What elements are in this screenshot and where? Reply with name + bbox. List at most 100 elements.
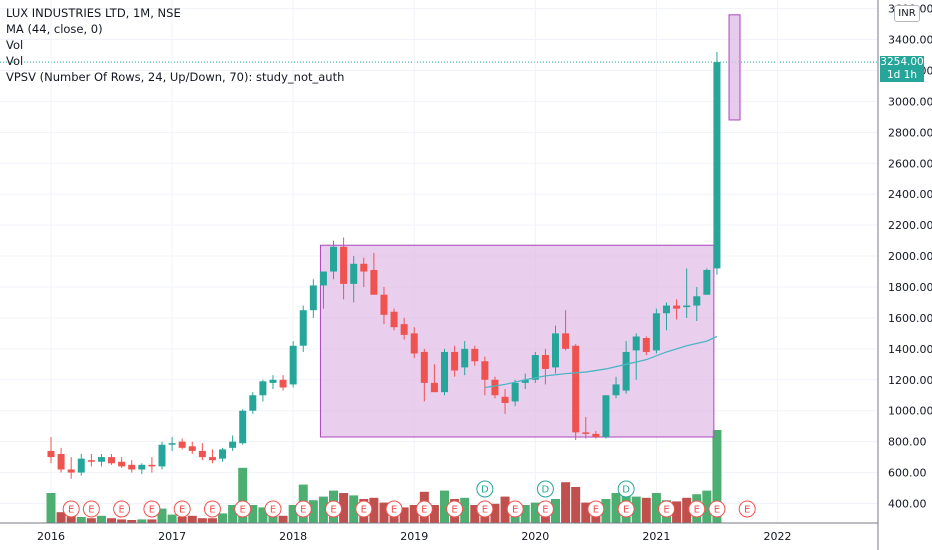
earnings-icon	[143, 500, 161, 518]
candle-body	[309, 285, 317, 311]
earnings-icon	[536, 500, 554, 518]
candle-body	[67, 469, 75, 473]
ma-polyline	[484, 335, 718, 389]
candle-body	[531, 355, 539, 380]
candle-body	[47, 450, 55, 458]
earnings-icon	[688, 500, 706, 518]
y-tick-label: 1600.00	[888, 312, 932, 325]
earnings-icon	[476, 500, 494, 518]
volume-bar	[460, 497, 470, 523]
volume-indicator-label[interactable]: Vol	[6, 38, 24, 52]
volume-bar	[429, 505, 439, 523]
y-tick-label: 3400.00	[888, 34, 932, 47]
dividend-icon	[536, 480, 554, 498]
vpsv-indicator-label[interactable]: VPSV (Number Of Rows, 24, Up/Down, 70): …	[6, 70, 345, 84]
event-label: E	[694, 505, 700, 516]
volume-bar	[228, 505, 238, 523]
volume-bar	[76, 517, 86, 523]
volume-bar	[96, 515, 106, 523]
candle-body	[259, 381, 267, 396]
candle-body	[572, 345, 580, 433]
volume-bar	[66, 515, 76, 523]
current-price-value: 3254.00	[880, 56, 924, 68]
candle-body	[683, 305, 691, 308]
candle-body	[128, 464, 136, 470]
volume-bar	[238, 467, 248, 523]
candle-body	[208, 457, 216, 461]
candle-body	[77, 458, 85, 473]
volume-bar	[682, 497, 692, 523]
volume-bar	[702, 490, 712, 523]
candle-body	[360, 263, 368, 272]
x-tick-label: 2016	[37, 530, 65, 543]
volume-bar	[288, 505, 298, 523]
current-price-tag: 3254.00 1d 1h	[880, 56, 924, 82]
earnings-icon	[203, 500, 221, 518]
candle-body	[319, 271, 327, 286]
volume-bar	[278, 515, 288, 523]
y-tick-label: 2800.00	[888, 126, 932, 139]
volume-bar	[248, 505, 258, 523]
dividend-icon	[476, 480, 494, 498]
event-label: E	[451, 505, 457, 516]
candle-body	[188, 446, 196, 451]
x-tick-label: 2017	[158, 530, 186, 543]
event-label: D	[481, 485, 489, 496]
x-tick-label: 2019	[400, 530, 428, 543]
volume-bar	[490, 503, 500, 523]
time-axis[interactable]: 2016 2017 2018 2019 2020 2021 2022	[0, 522, 878, 543]
earnings-icon	[325, 500, 343, 518]
candle-body	[108, 457, 116, 464]
event-label: E	[593, 505, 599, 516]
volume-bar	[127, 520, 137, 523]
event-label: E	[361, 505, 367, 516]
volume-bar	[651, 493, 661, 523]
volume-bar	[86, 518, 96, 523]
candle-body	[219, 449, 227, 459]
earnings-icon	[173, 500, 191, 518]
volume-bar	[601, 499, 611, 523]
candle-body	[239, 410, 247, 444]
volume-bar	[561, 482, 571, 523]
volume-bar	[520, 505, 530, 523]
candle-body	[229, 441, 237, 448]
candle-body	[673, 305, 681, 309]
earnings-icon	[385, 500, 403, 518]
volume-bar	[197, 518, 207, 523]
candle-body	[269, 379, 277, 383]
earnings-icon	[657, 500, 675, 518]
candle-body	[451, 351, 459, 371]
price-axis[interactable]: 400.00 600.00 800.00 1000.00 1200.00 1400.00 1…	[877, 0, 932, 550]
volume-bar	[571, 487, 581, 523]
projection-box	[728, 14, 741, 121]
volume-bar	[379, 502, 389, 523]
y-tick-label: 400.00	[888, 498, 927, 511]
candle-body	[410, 333, 418, 354]
currency-badge[interactable]: INR	[894, 5, 920, 22]
volume-bar	[268, 512, 278, 523]
candlesticks	[47, 51, 721, 479]
candle-body	[501, 396, 509, 403]
earnings-icon	[82, 500, 100, 518]
candle-body	[87, 460, 95, 462]
x-tick-label: 2022	[763, 530, 791, 543]
candle-body	[138, 464, 146, 470]
volume-indicator-label-2[interactable]: Vol	[6, 54, 24, 68]
candle-body	[148, 464, 156, 467]
event-label: E	[68, 505, 74, 516]
symbol-title[interactable]: LUX INDUSTRIES LTD, 1M, NSE	[6, 6, 181, 20]
earnings-icon	[446, 500, 464, 518]
candle-body	[299, 310, 307, 346]
candle-body	[662, 305, 670, 314]
earnings-icon	[708, 500, 726, 518]
candle-body	[370, 269, 378, 295]
candle-body	[693, 296, 701, 306]
candle-body	[592, 433, 600, 438]
volume-bar	[46, 493, 56, 523]
candle-body	[57, 454, 65, 470]
event-label: E	[421, 505, 427, 516]
ma-indicator-label[interactable]: MA (44, close, 0)	[6, 22, 103, 36]
chart-legend: LUX INDUSTRIES LTD, 1M, NSE MA (44, clos…	[6, 5, 344, 85]
event-markers: E E E E E E E E E E E E E E EDE EDE EDE E E E	[62, 480, 756, 518]
y-tick-label: 1800.00	[888, 281, 932, 294]
